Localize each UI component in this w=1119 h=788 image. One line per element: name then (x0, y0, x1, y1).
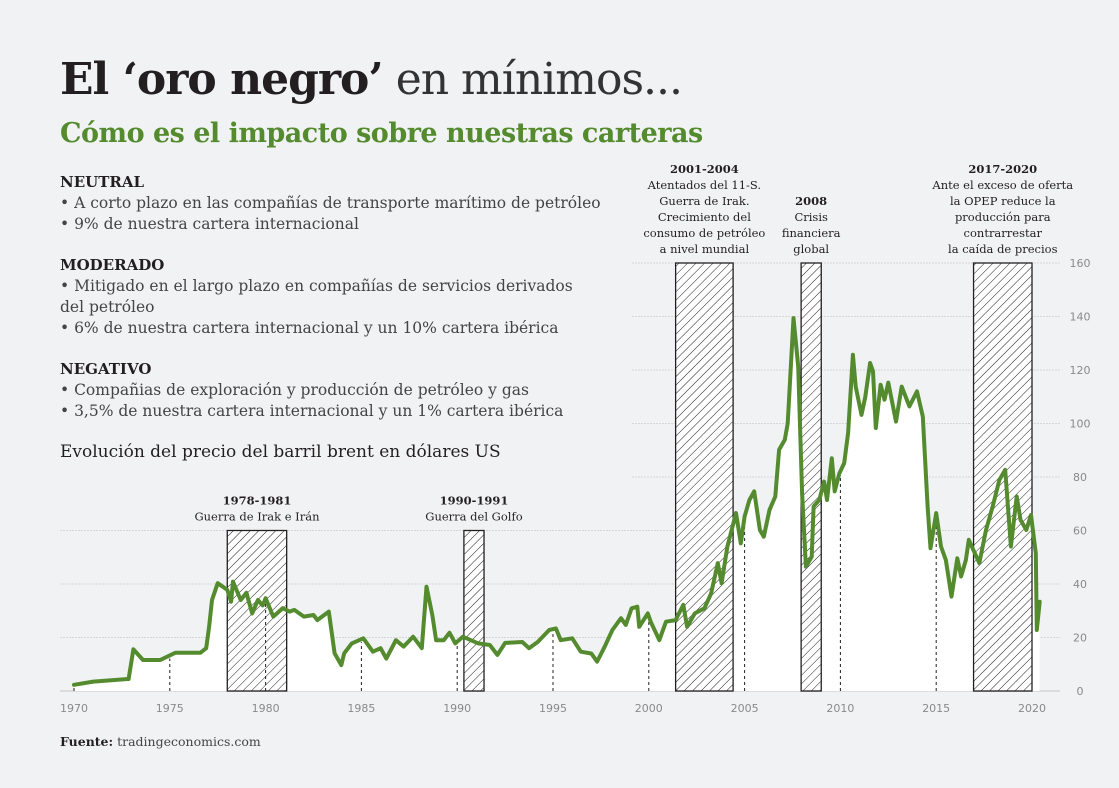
x-tick-label: 1995 (539, 702, 567, 715)
section-heading: NEGATIVO (60, 360, 152, 378)
source-value: tradingeconomics.com (117, 734, 261, 749)
x-tick-label: 2005 (731, 702, 759, 715)
x-tick-label: 2010 (826, 702, 854, 715)
y-tick-label: 60 (1073, 525, 1087, 538)
event-description-label: consumo de petróleo (643, 226, 765, 240)
section-heading: MODERADO (60, 256, 165, 274)
x-tick-label: 1985 (347, 702, 375, 715)
event-period-label: 2017-2020 (968, 162, 1037, 176)
x-tick-label: 2000 (635, 702, 663, 715)
event-period-label: 2008 (795, 194, 827, 208)
section-line: • Mitigado en el largo plazo en compañía… (60, 277, 573, 316)
x-tick-label: 1980 (252, 702, 280, 715)
event-band (674, 262, 734, 692)
x-tick-label: 1970 (60, 702, 88, 715)
section-heading: NEUTRAL (60, 173, 145, 191)
event-band (463, 529, 485, 692)
page-subtitle: Cómo es el impacto sobre nuestras carter… (60, 118, 703, 149)
event-description-label: Crecimiento del (658, 210, 751, 224)
event-period-label: 2001-2004 (670, 162, 739, 176)
event-description-label: la OPEP reduce la (950, 194, 1056, 208)
event-description-label: Crisis (794, 210, 828, 224)
section-line: • 6% de nuestra cartera internacional y … (60, 319, 559, 337)
section-neutral: NEUTRAL • A corto plazo en las compañías… (60, 172, 620, 235)
event-description-label: Atentados del 11-S. (647, 178, 761, 192)
event-description-label: Guerra de Irak. (659, 194, 749, 208)
event-description-label: la caída de precios (948, 242, 1058, 256)
chart-title: Evolución del precio del barril brent en… (60, 442, 501, 462)
event-description-label: contrarrestar (964, 226, 1043, 240)
y-tick-label: 0 (1077, 685, 1084, 698)
x-tick-label: 2015 (922, 702, 950, 715)
y-tick-label: 80 (1073, 471, 1087, 484)
x-tick-label: 1990 (443, 702, 471, 715)
event-description-label: Guerra de Irak e Irán (194, 510, 320, 524)
title-bold: El ‘oro negro’ (60, 54, 384, 105)
event-band (972, 262, 1033, 692)
event-band (226, 529, 288, 692)
y-tick-label: 140 (1070, 311, 1091, 324)
y-tick-label: 120 (1070, 364, 1091, 377)
event-period-label: 1978-1981 (223, 494, 292, 508)
source-label: Fuente: (60, 734, 114, 749)
section-line: • A corto plazo en las compañías de tran… (60, 194, 601, 212)
y-tick-label: 20 (1073, 632, 1087, 645)
event-description-label: a nivel mundial (660, 242, 750, 256)
x-tick-label: 1975 (156, 702, 184, 715)
event-description-label: producción para (955, 210, 1051, 224)
event-description-label: financiera (782, 226, 841, 240)
y-tick-label: 40 (1073, 578, 1087, 591)
source-note: Fuente: tradingeconomics.com (60, 734, 261, 749)
section-line: • Compañias de exploración y producción … (60, 381, 529, 399)
event-description-label: Ante el exceso de oferta (931, 178, 1073, 192)
section-line: • 9% de nuestra cartera internacional (60, 215, 359, 233)
title-light: en mínimos... (395, 54, 683, 105)
event-description-label: global (793, 242, 829, 256)
event-band (800, 262, 822, 692)
page-title: El ‘oro negro’ en mínimos... (60, 52, 683, 108)
section-negativo: NEGATIVO • Compañias de exploración y pr… (60, 359, 620, 422)
y-tick-label: 160 (1070, 257, 1091, 270)
section-moderado: MODERADO • Mitigado en el largo plazo en… (60, 255, 590, 339)
section-line: • 3,5% de nuestra cartera internacional … (60, 402, 564, 420)
event-period-label: 1990-1991 (440, 494, 509, 508)
x-tick-label: 2020 (1018, 702, 1046, 715)
price-line (72, 316, 1042, 687)
event-description-label: Guerra del Golfo (425, 510, 522, 524)
y-tick-label: 100 (1070, 418, 1091, 431)
